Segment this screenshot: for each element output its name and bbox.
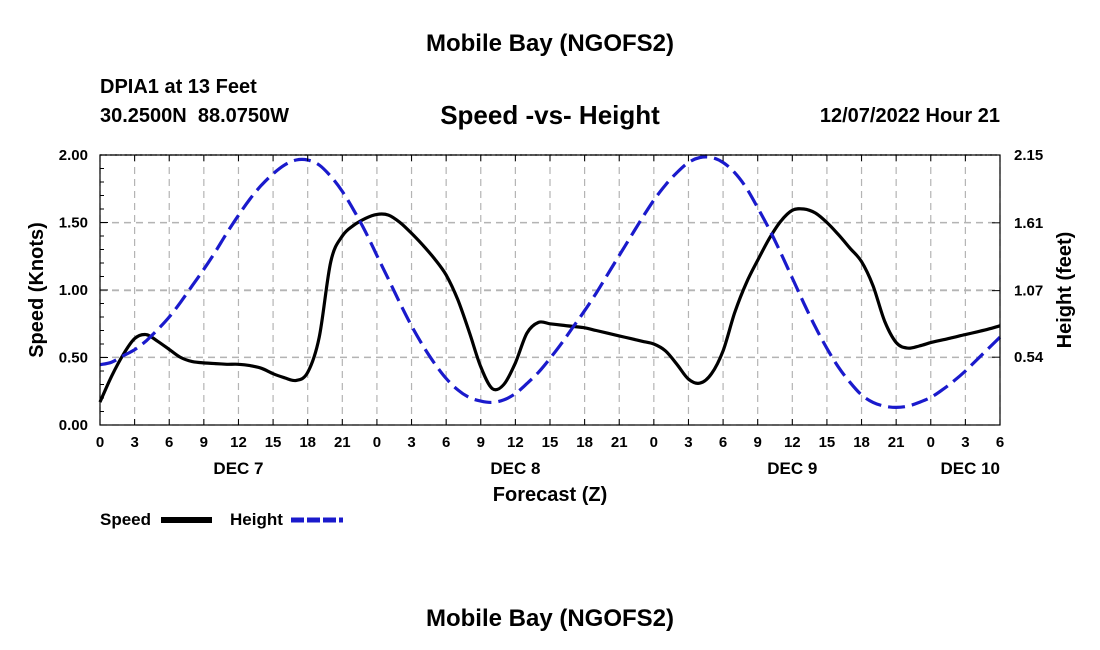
x-tick-label: 9 [477, 434, 485, 451]
date-label: DEC 9 [767, 459, 817, 478]
x-tick-label: 3 [407, 434, 415, 451]
x-tick-label: 12 [230, 434, 247, 451]
right-tick-label: 1.61 [1014, 215, 1043, 232]
x-tick-label: 18 [853, 434, 870, 451]
left-tick-label: 1.00 [59, 282, 88, 299]
date-label: DEC 7 [213, 459, 263, 478]
x-axis-title: Forecast (Z) [493, 484, 607, 506]
date-labels: DEC 7 DEC 8 DEC 9 DEC 10 [213, 459, 1000, 478]
right-axis-title: Height (feet) [1054, 232, 1076, 349]
x-tick-label: 0 [373, 434, 381, 451]
left-axis-title: Speed (Knots) [26, 222, 48, 358]
x-tick-label: 18 [299, 434, 316, 451]
left-tick-label: 0.00 [59, 417, 88, 434]
left-axis-tick-labels: 0.00 0.50 1.00 1.50 2.00 [59, 147, 88, 434]
left-tick-label: 1.50 [59, 215, 88, 232]
date-label: DEC 10 [940, 459, 1000, 478]
chart-subtitle: Speed -vs- Height [440, 100, 660, 130]
right-axis-tick-labels: 0.54 1.07 1.61 2.15 [1014, 147, 1044, 366]
x-tick-label: 3 [684, 434, 692, 451]
x-tick-label: 21 [611, 434, 628, 451]
legend-height-label: Height [230, 510, 283, 529]
legend-speed-label: Speed [100, 510, 151, 529]
right-tick-label: 0.54 [1014, 349, 1044, 366]
x-tick-label: 18 [576, 434, 593, 451]
grid-lines [99, 154, 1001, 426]
right-tick-label: 2.15 [1014, 147, 1043, 164]
x-tick-label: 6 [442, 434, 450, 451]
x-tick-label: 12 [507, 434, 524, 451]
x-tick-label: 6 [165, 434, 173, 451]
speed-series-line [98, 207, 1001, 403]
x-axis-tick-labels: 0 3 6 9 12 15 18 21 0 3 6 9 12 15 18 21 0 3 6 9 12 15 18 21 0 3 6 [96, 434, 1004, 451]
legend: Speed Height [100, 510, 343, 529]
x-tick-label: 15 [542, 434, 559, 451]
footer-title: Mobile Bay (NGOFS2) [426, 605, 674, 632]
x-tick-label: 9 [200, 434, 208, 451]
left-tick-label: 2.00 [59, 147, 88, 164]
right-tick-label: 1.07 [1014, 283, 1043, 300]
x-tick-label: 9 [754, 434, 762, 451]
series-layer [98, 155, 1002, 409]
x-tick-label: 0 [650, 434, 658, 451]
axis-ticks [99, 154, 1001, 426]
x-tick-label: 21 [334, 434, 351, 451]
main-title: Mobile Bay (NGOFS2) [425, 30, 675, 57]
station-label: DPIA1 at 13 Feet [100, 76, 257, 98]
x-tick-label: 6 [719, 434, 727, 451]
x-tick-label: 6 [996, 434, 1004, 451]
x-tick-label: 21 [888, 434, 905, 451]
x-tick-label: 3 [130, 434, 138, 451]
x-tick-label: 3 [961, 434, 969, 451]
x-tick-label: 15 [819, 434, 836, 451]
left-tick-label: 0.50 [59, 350, 88, 367]
x-tick-label: 0 [96, 434, 104, 451]
height-series-line [99, 155, 1002, 409]
forecast-datetime: 12/07/2022 Hour 21 [819, 105, 1000, 127]
x-tick-label: 12 [784, 434, 801, 451]
date-label: DEC 8 [490, 459, 540, 478]
station-coords: 30.2500N 88.0750W [100, 105, 290, 127]
x-tick-label: 15 [265, 434, 282, 451]
x-tick-label: 0 [927, 434, 935, 451]
